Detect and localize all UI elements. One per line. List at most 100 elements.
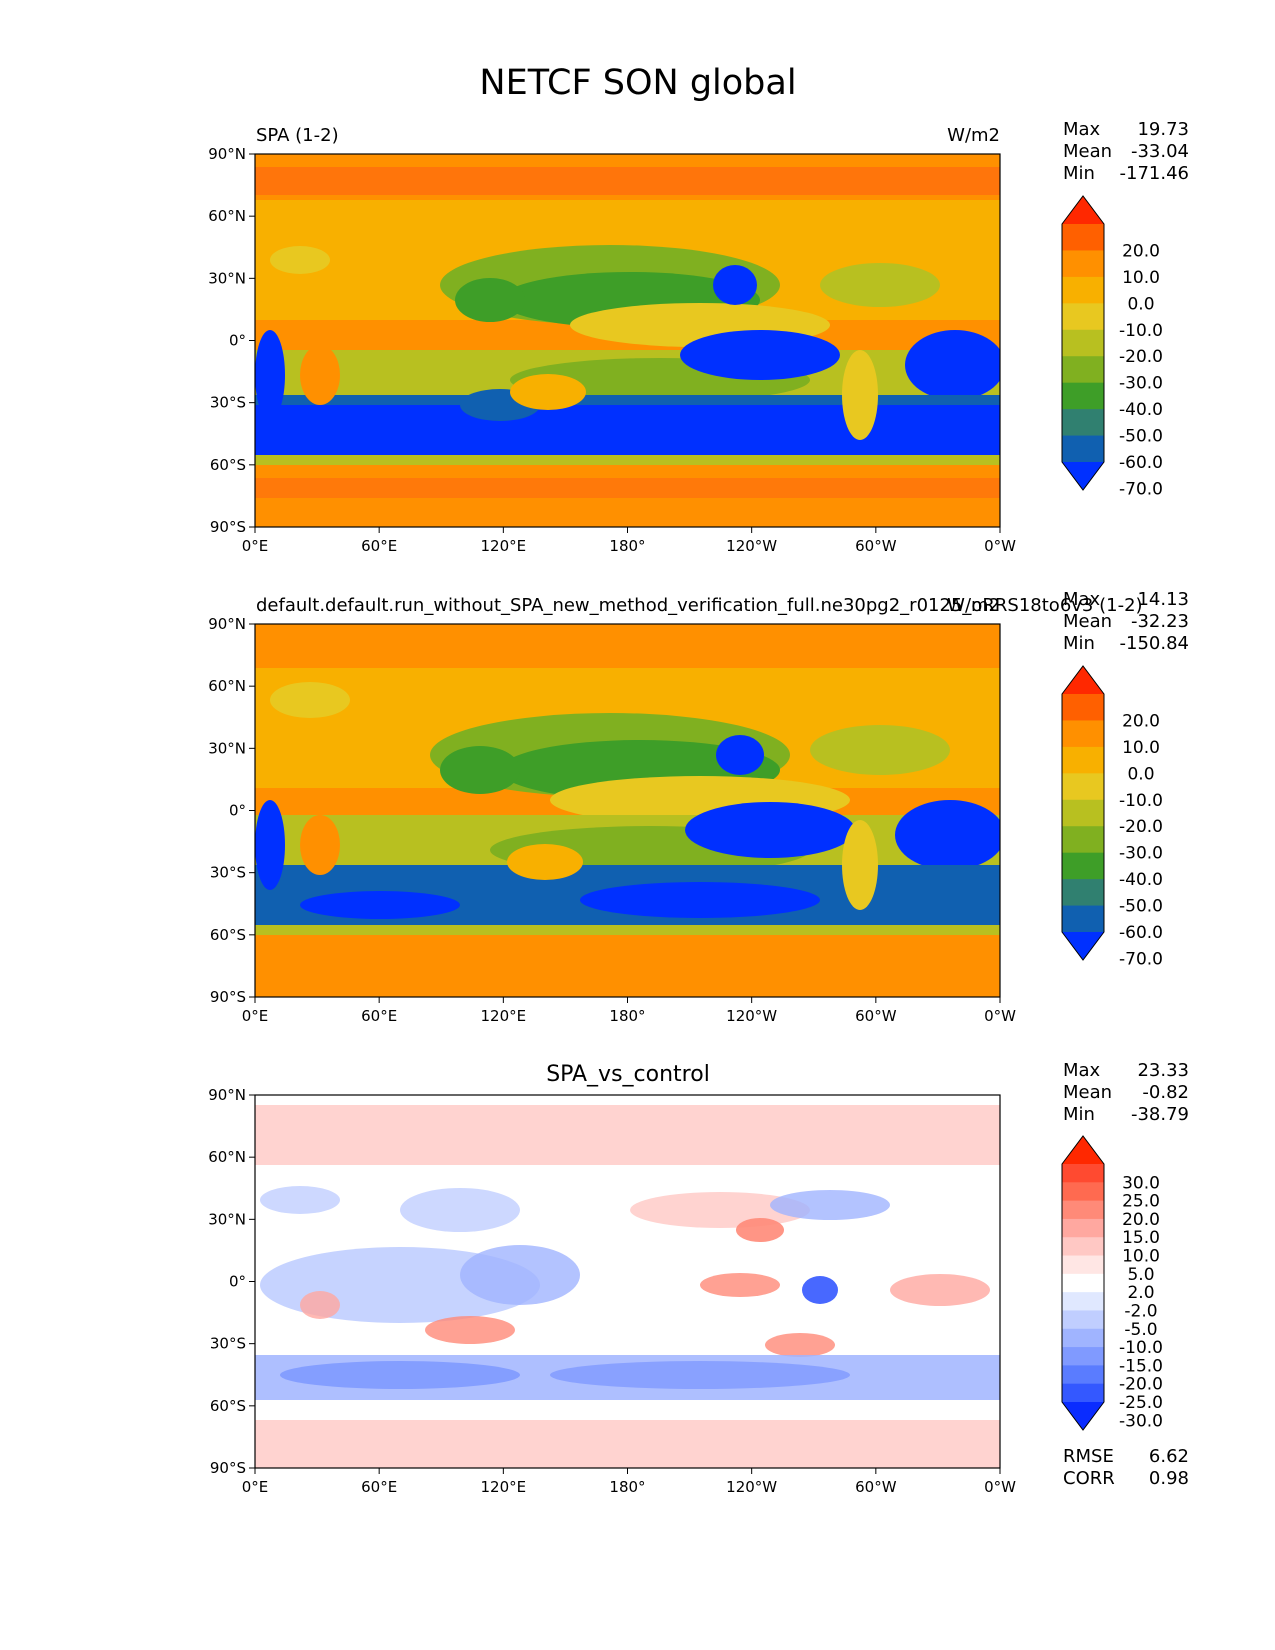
y-tick-label: 0° (229, 1273, 246, 1291)
colorbar-segment (1062, 1218, 1104, 1238)
colorbar-tick-label: -10.0 (1119, 791, 1163, 811)
y-tick-label: 30°S (210, 1335, 246, 1353)
panel-3-max-label: Max (1063, 1060, 1101, 1081)
colorbar-tick-label: -20.0 (1119, 817, 1163, 837)
colorbar-segment (1062, 1273, 1104, 1293)
panel-2-max-value: 14.13 (1137, 589, 1189, 610)
x-tick-label: 180° (609, 1007, 645, 1025)
y-tick-label: 0° (229, 802, 246, 820)
y-tick-label: 60°S (210, 926, 246, 944)
panel-2-colorbar: 20.0 10.0 0.0 -10.0 -20.0 -30.0 -40.0 -50.0 -60.… (1061, 665, 1163, 969)
panel-3-center-title: SPA_vs_control (546, 1062, 710, 1087)
panel-3: SPA_vs_control 0°E 60°E 120°E 180° 120°W 60°W… (208, 1060, 1189, 1496)
panel-2-max-label: Max (1063, 589, 1101, 610)
colorbar-segment (1062, 1328, 1104, 1348)
panel-1-colorbar: 20.0 10.0 0.0 -10.0 -20.0 -30.0 -40.0 -50.0 -60.… (1061, 195, 1163, 499)
panel-3-map (255, 1095, 1000, 1468)
colorbar-tick-label: -50.0 (1119, 427, 1163, 447)
colorbar-segment (1062, 879, 1104, 907)
x-tick-label: 120°E (481, 537, 527, 555)
colorbar-segment (1062, 276, 1104, 304)
x-tick-label: 120°W (726, 1007, 777, 1025)
panel-1-max-label: Max (1063, 119, 1101, 140)
colorbar-segment (1062, 826, 1104, 854)
y-tick-label: 60°N (208, 677, 246, 695)
colorbar-tick-label: 20.0 (1122, 1210, 1160, 1230)
x-tick-label: 60°W (855, 1007, 897, 1025)
x-tick-label: 120°W (726, 537, 777, 555)
y-tick-label: 30°N (208, 1210, 246, 1228)
y-tick-label: 90°S (210, 1459, 246, 1477)
colorbar-tick-label: -60.0 (1119, 453, 1163, 473)
colorbar-segment (1062, 1365, 1104, 1385)
panel-1-max-value: 19.73 (1137, 119, 1189, 140)
panel-3-colorbar: 30.025.020.015.010.05.02.0-2.0-5.0-10.0-… (1061, 1135, 1163, 1431)
y-tick-label: 90°N (208, 615, 246, 633)
y-tick-label: 30°N (208, 739, 246, 757)
y-tick-label: 30°N (208, 269, 246, 287)
x-tick-label: 180° (609, 1478, 645, 1496)
colorbar-segment (1062, 250, 1104, 278)
x-tick-label: 60°E (361, 1007, 397, 1025)
panel-1-left-title: SPA (1-2) (256, 125, 339, 146)
colorbar-segment (1062, 773, 1104, 801)
colorbar-segment (1062, 799, 1104, 827)
colorbar-tick-label: -20.0 (1119, 347, 1163, 367)
panel-3-rmse-value: 6.62 (1149, 1446, 1189, 1467)
x-tick-label: 0°E (242, 1478, 269, 1496)
panel-2-min-label: Min (1063, 633, 1095, 654)
colorbar-tick-label: 20.0 (1122, 711, 1160, 731)
panel-1-stats: Max 19.73 Mean -33.04 Min -171.46 (1063, 119, 1189, 184)
colorbar-tick-label: 10.0 (1122, 268, 1160, 288)
y-tick-label: 30°S (210, 394, 246, 412)
colorbar-segment (1062, 1310, 1104, 1330)
panel-3-mean-label: Mean (1063, 1082, 1112, 1103)
figure-title: NETCF SON global (479, 63, 796, 103)
panel-1-map (255, 154, 1000, 527)
panel-2-mean-value: -32.23 (1131, 611, 1189, 632)
x-tick-label: 60°W (855, 537, 897, 555)
colorbar-segment (1062, 1182, 1104, 1202)
colorbar-tick-label: 25.0 (1122, 1192, 1160, 1212)
x-tick-label: 0°W (984, 1478, 1016, 1496)
colorbar-outline (1061, 195, 1105, 491)
colorbar-tick-label: 30.0 (1122, 1173, 1160, 1193)
colorbar-segment (1062, 435, 1104, 463)
colorbar-tick-label: 0.0 (1127, 294, 1154, 314)
panel-1-min-value: -171.46 (1120, 163, 1189, 184)
y-tick-label: 60°N (208, 207, 246, 225)
y-tick-label: 30°S (210, 864, 246, 882)
colorbar-segment (1062, 746, 1104, 774)
colorbar-extension-min (1062, 1402, 1104, 1430)
x-tick-label: 120°W (726, 1478, 777, 1496)
panel-1-mean-value: -33.04 (1131, 141, 1189, 162)
panel-3-min-value: -38.79 (1131, 1104, 1189, 1125)
panel-3-corr-value: 0.98 (1149, 1468, 1189, 1489)
panel-1-min-label: Min (1063, 163, 1095, 184)
colorbar-segment (1062, 905, 1104, 933)
colorbar-extension-max (1062, 666, 1104, 694)
colorbar-segment (1062, 329, 1104, 357)
panel-3-rmse-label: RMSE (1063, 1446, 1114, 1467)
colorbar-tick-label: 2.0 (1127, 1283, 1154, 1303)
x-tick-label: 60°E (361, 1478, 397, 1496)
colorbar-segment (1062, 224, 1104, 251)
panel-2-min-value: -150.84 (1120, 633, 1189, 654)
y-tick-label: 90°S (210, 988, 246, 1006)
colorbar-tick-label: 5.0 (1127, 1265, 1154, 1285)
colorbar-tick-label: -70.0 (1119, 479, 1163, 499)
panel-1-right-title: W/m2 (947, 125, 1000, 146)
colorbar-tick-label: -40.0 (1119, 400, 1163, 420)
panel-2-right-title: W/m2 (947, 595, 1000, 616)
x-tick-label: 60°E (361, 537, 397, 555)
y-tick-label: 90°N (208, 1086, 246, 1104)
panel-3-min-label: Min (1063, 1104, 1095, 1125)
colorbar-segment (1062, 1255, 1104, 1275)
colorbar-tick-label: 20.0 (1122, 241, 1160, 261)
colorbar-segment (1062, 1383, 1104, 1403)
panel-2-stats: Max 14.13 Mean -32.23 Min -150.84 (1063, 589, 1189, 654)
x-tick-label: 0°E (242, 537, 269, 555)
colorbar-tick-label: -30.0 (1119, 1411, 1163, 1431)
colorbar-tick-label: -2.0 (1124, 1301, 1157, 1321)
x-tick-label: 120°E (481, 1007, 527, 1025)
